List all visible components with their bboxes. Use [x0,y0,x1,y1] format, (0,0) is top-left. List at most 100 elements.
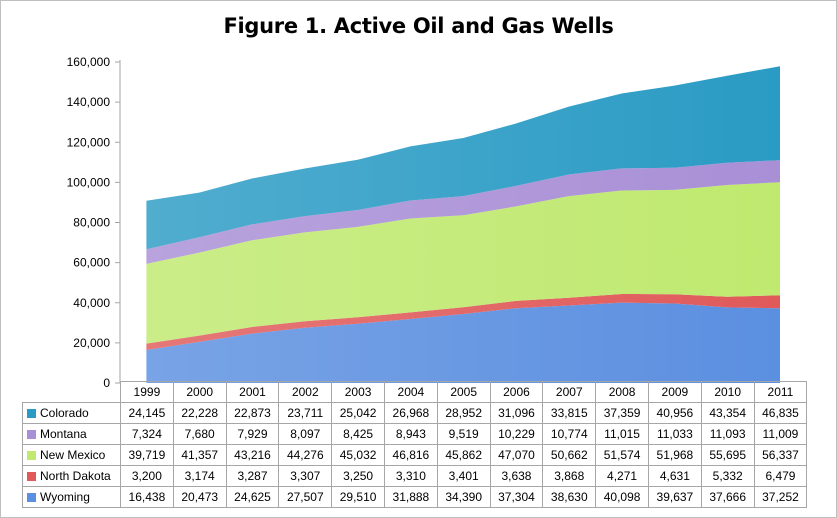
y-tick-label: 20,000 [73,336,110,350]
data-label: 41,357 [172,444,227,466]
data-label: 50,662 [542,444,597,466]
data-label: 24,145 [120,402,174,424]
data-label: 44,276 [278,444,333,466]
legend-label: Colorado [40,406,89,420]
data-label: 3,868 [542,465,597,487]
data-label: 47,070 [489,444,544,466]
data-label: 51,574 [595,444,649,466]
data-label: 51,968 [647,444,702,466]
legend-entry-colorado: Colorado [22,402,121,424]
data-label: 46,835 [753,402,808,424]
data-label: 34,390 [436,486,491,508]
data-label: 3,174 [172,465,227,487]
data-label: 24,625 [225,486,280,508]
x-tick-label: 2005 [436,381,491,403]
table-corner [22,381,121,403]
data-label: 8,097 [278,423,333,445]
data-label: 40,956 [647,402,702,424]
data-label: 3,307 [278,465,333,487]
data-label: 3,638 [489,465,544,487]
data-label: 39,719 [120,444,174,466]
x-tick-label: 2003 [331,381,385,403]
data-label: 23,711 [278,402,333,424]
data-label: 22,873 [225,402,280,424]
y-tick-label: 160,000 [67,55,111,69]
data-label: 5,332 [700,465,755,487]
y-tick-label: 60,000 [73,256,110,270]
table-row-wyoming: Wyoming 16,438 20,473 24,625 27,507 29,510 31,… [22,486,808,508]
legend-label: North Dakota [40,469,111,483]
area-wyoming [146,302,780,383]
data-label: 45,862 [436,444,491,466]
x-tick-label: 2006 [489,381,544,403]
area-north-dakota [146,294,780,350]
data-label: 11,093 [700,423,755,445]
y-tick-label: 120,000 [67,135,111,149]
data-table: 1999 2000 2001 2002 2003 2004 2005 2006 2007 2008… [22,381,808,508]
data-label: 11,009 [753,423,808,445]
data-label: 16,438 [120,486,174,508]
y-tick-label: 100,000 [67,175,111,189]
table-row-colorado: Colorado 24,145 22,228 22,873 23,711 25,042 26… [22,402,808,424]
data-label: 20,473 [172,486,227,508]
data-label: 46,816 [383,444,438,466]
table-row-north-dakota: North Dakota 3,200 3,174 3,287 3,307 3,250 3,3… [22,465,808,487]
x-tick-label: 2011 [753,381,808,403]
legend-entry-montana: Montana [22,423,121,445]
x-tick-label: 2001 [225,381,280,403]
y-tick-label: 40,000 [73,296,110,310]
data-label: 37,304 [489,486,544,508]
legend-swatch [27,451,36,460]
data-label: 22,228 [172,402,227,424]
chart-title: Figure 1. Active Oil and Gas Wells [223,14,614,38]
legend-label: Montana [40,427,87,441]
legend-swatch [27,430,36,439]
data-label: 3,287 [225,465,280,487]
legend-entry-north-dakota: North Dakota [22,465,121,487]
data-label: 26,968 [383,402,438,424]
data-label: 40,098 [595,486,649,508]
data-label: 3,401 [436,465,491,487]
x-tick-label: 1999 [120,381,174,403]
data-label: 38,630 [542,486,597,508]
legend-label: Wyoming [40,490,90,504]
data-label: 6,479 [753,465,808,487]
data-label: 4,631 [647,465,702,487]
data-label: 37,359 [595,402,649,424]
area-montana [146,160,780,264]
x-tick-label: 2002 [278,381,333,403]
data-label: 3,310 [383,465,438,487]
data-label: 43,216 [225,444,280,466]
x-tick-label: 2004 [383,381,438,403]
area-new-mexico [146,182,780,344]
data-label: 29,510 [331,486,385,508]
data-label: 8,943 [383,423,438,445]
legend-entry-wyoming: Wyoming [22,486,121,508]
x-tick-label: 2010 [700,381,755,403]
data-label: 27,507 [278,486,333,508]
data-label: 11,015 [595,423,649,445]
data-label: 31,096 [489,402,544,424]
data-label: 10,229 [489,423,544,445]
data-label: 10,774 [542,423,597,445]
x-tick-label: 2000 [172,381,227,403]
x-tick-label: 2007 [542,381,597,403]
data-label: 28,952 [436,402,491,424]
data-label: 55,695 [700,444,755,466]
data-label: 56,337 [753,444,808,466]
data-label: 45,032 [331,444,385,466]
x-tick-label: 2009 [647,381,702,403]
legend-entry-new-mexico: New Mexico [22,444,121,466]
legend-label: New Mexico [40,448,106,462]
y-tick-label: 140,000 [67,95,111,109]
data-label: 7,929 [225,423,280,445]
data-label: 7,680 [172,423,227,445]
table-row-new-mexico: New Mexico 39,719 41,357 43,216 44,276 45,032… [22,444,808,466]
data-label: 11,033 [647,423,702,445]
data-label: 3,250 [331,465,385,487]
x-tick-label: 2008 [595,381,649,403]
data-label: 31,888 [383,486,438,508]
legend-swatch [27,409,36,418]
data-label: 7,324 [120,423,174,445]
area-colorado [146,66,780,250]
